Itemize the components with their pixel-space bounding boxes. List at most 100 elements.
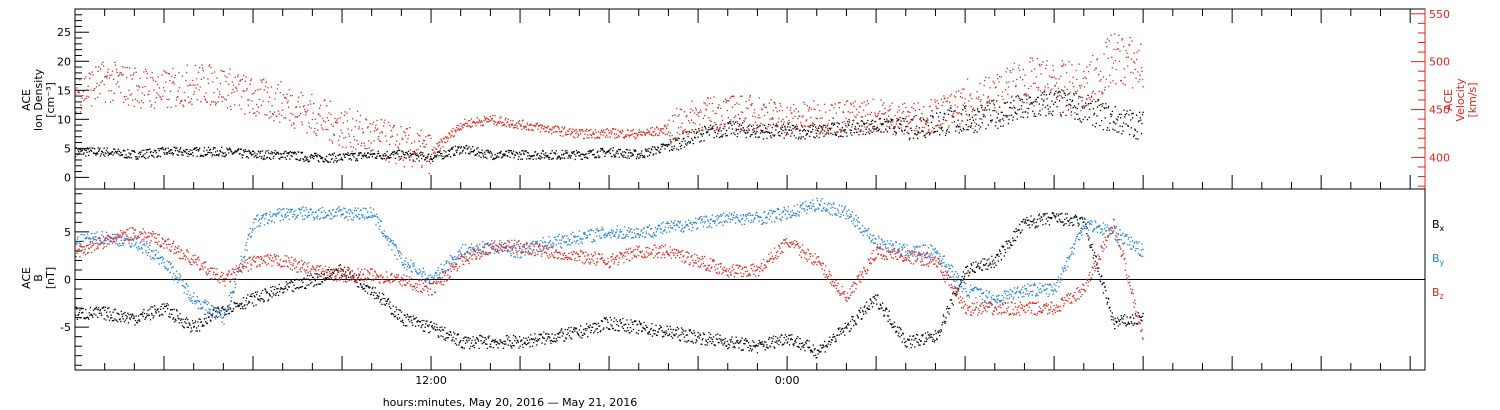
bx-point bbox=[762, 345, 765, 348]
bx-point bbox=[416, 321, 419, 323]
velocity-point bbox=[867, 103, 870, 105]
velocity-point bbox=[1020, 108, 1023, 110]
velocity-series bbox=[75, 33, 1144, 175]
bx-point bbox=[400, 320, 402, 322]
bx-point bbox=[181, 322, 183, 324]
density-point bbox=[1141, 122, 1143, 125]
density-point bbox=[974, 109, 976, 112]
velocity-point bbox=[378, 140, 381, 142]
velocity-point bbox=[731, 106, 734, 108]
density-point bbox=[159, 156, 162, 158]
density-point bbox=[519, 153, 521, 155]
velocity-point bbox=[374, 130, 376, 132]
velocity-point bbox=[742, 127, 744, 129]
density-point bbox=[648, 147, 650, 150]
density-point bbox=[123, 156, 125, 158]
bx-point bbox=[726, 340, 728, 342]
bx-point bbox=[496, 342, 499, 344]
density-point bbox=[192, 155, 194, 157]
density-point bbox=[550, 152, 552, 154]
bx-point bbox=[331, 274, 333, 276]
bx-point bbox=[400, 311, 403, 313]
density-point bbox=[1066, 99, 1068, 101]
bx-point bbox=[689, 329, 692, 331]
density-point bbox=[918, 131, 920, 133]
velocity-point bbox=[963, 102, 966, 104]
density-series bbox=[75, 89, 1144, 163]
velocity-point bbox=[866, 100, 868, 102]
velocity-point bbox=[188, 102, 190, 104]
bx-point bbox=[384, 304, 387, 306]
velocity-point bbox=[883, 102, 885, 104]
velocity-point bbox=[1096, 58, 1099, 60]
density-point bbox=[560, 157, 562, 159]
density-point bbox=[242, 154, 244, 156]
velocity-point bbox=[511, 123, 513, 125]
density-point bbox=[813, 123, 816, 126]
bx-point bbox=[297, 279, 299, 281]
velocity-point bbox=[229, 68, 231, 70]
density-point bbox=[624, 156, 626, 158]
density-point bbox=[997, 127, 999, 129]
bx-point bbox=[531, 338, 533, 341]
velocity-point bbox=[308, 126, 311, 128]
bx-point bbox=[339, 277, 341, 279]
velocity-point bbox=[705, 109, 708, 111]
density-point bbox=[1008, 118, 1010, 121]
bx-point bbox=[372, 286, 374, 288]
density-point bbox=[354, 152, 356, 155]
density-point bbox=[292, 152, 295, 154]
bx-point bbox=[384, 298, 386, 300]
bx-point bbox=[543, 331, 545, 333]
density-point bbox=[383, 155, 385, 157]
bx-point bbox=[585, 329, 587, 332]
density-point bbox=[660, 143, 662, 145]
bx-point bbox=[796, 337, 798, 340]
velocity-point bbox=[308, 122, 310, 124]
velocity-point bbox=[885, 112, 887, 114]
density-point bbox=[237, 149, 239, 151]
velocity-point bbox=[1088, 97, 1090, 99]
density-point bbox=[633, 149, 635, 151]
bx-point bbox=[523, 337, 525, 339]
density-point bbox=[239, 152, 241, 155]
velocity-point bbox=[934, 99, 936, 101]
velocity-point bbox=[783, 121, 785, 123]
bx-point bbox=[188, 322, 190, 324]
velocity-point bbox=[967, 126, 969, 128]
velocity-point bbox=[983, 84, 985, 87]
density-point bbox=[847, 123, 849, 125]
density-point bbox=[997, 113, 999, 115]
bx-point bbox=[533, 341, 535, 344]
density-point bbox=[685, 131, 687, 134]
bx-point bbox=[810, 351, 812, 353]
density-point bbox=[203, 150, 205, 152]
density-point bbox=[415, 154, 417, 157]
density-point bbox=[1050, 112, 1052, 115]
density-point bbox=[544, 154, 546, 157]
velocity-point bbox=[803, 125, 805, 127]
bx-point bbox=[433, 322, 435, 324]
velocity-point bbox=[444, 136, 446, 138]
velocity-point bbox=[886, 120, 889, 122]
density-point bbox=[566, 152, 569, 154]
velocity-point bbox=[653, 135, 655, 137]
velocity-point bbox=[350, 129, 353, 131]
density-point bbox=[603, 150, 605, 152]
velocity-point bbox=[98, 84, 100, 86]
density-point bbox=[163, 152, 165, 154]
density-point bbox=[489, 152, 491, 154]
bx-point bbox=[282, 288, 284, 290]
density-point bbox=[412, 159, 414, 161]
density-point bbox=[218, 153, 220, 155]
velocity-point bbox=[638, 129, 640, 131]
velocity-point bbox=[699, 109, 702, 111]
bx-point bbox=[597, 332, 599, 334]
bx-point bbox=[378, 295, 380, 298]
velocity-point bbox=[312, 112, 314, 114]
bx-point bbox=[822, 344, 824, 346]
bx-point bbox=[474, 339, 476, 341]
bx-point bbox=[796, 345, 798, 348]
density-point bbox=[737, 128, 740, 131]
